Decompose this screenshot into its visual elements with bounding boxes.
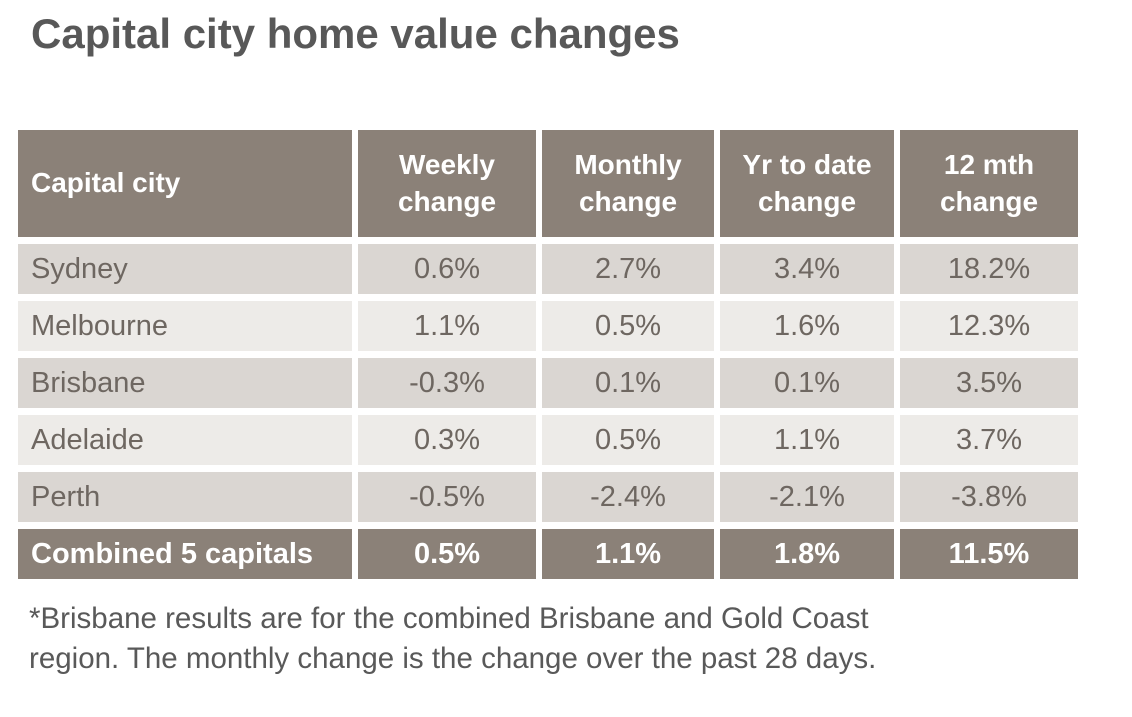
header-cell-weekly-change: Weekly change xyxy=(358,130,536,237)
cell-monthly: 2.7% xyxy=(542,244,714,294)
footnote-line-2: region. The monthly change is the change… xyxy=(29,642,877,675)
footnote: *Brisbane results are for the combined B… xyxy=(29,599,876,679)
cell-weekly: 0.5% xyxy=(358,529,536,579)
cell-weekly: -0.5% xyxy=(358,472,536,522)
cell-ytd: -2.1% xyxy=(720,472,894,522)
cell-city: Combined 5 capitals xyxy=(18,529,352,579)
cell-ytd: 1.1% xyxy=(720,415,894,465)
cell-12mth: 3.5% xyxy=(900,358,1078,408)
cell-monthly: 1.1% xyxy=(542,529,714,579)
cell-12mth: -3.8% xyxy=(900,472,1078,522)
header-cell-12mth-change: 12 mth change xyxy=(900,130,1078,237)
cell-weekly: 0.6% xyxy=(358,244,536,294)
cell-12mth: 3.7% xyxy=(900,415,1078,465)
cell-12mth: 18.2% xyxy=(900,244,1078,294)
cell-city: Brisbane xyxy=(18,358,352,408)
cell-ytd: 1.6% xyxy=(720,301,894,351)
header-cell-monthly-change: Monthly change xyxy=(542,130,714,237)
cell-weekly: -0.3% xyxy=(358,358,536,408)
cell-city: Adelaide xyxy=(18,415,352,465)
cell-12mth: 12.3% xyxy=(900,301,1078,351)
cell-weekly: 1.1% xyxy=(358,301,536,351)
cell-monthly: 0.5% xyxy=(542,301,714,351)
cell-monthly: -2.4% xyxy=(542,472,714,522)
cell-ytd: 3.4% xyxy=(720,244,894,294)
cell-ytd: 1.8% xyxy=(720,529,894,579)
cell-ytd: 0.1% xyxy=(720,358,894,408)
cell-monthly: 0.5% xyxy=(542,415,714,465)
page-title: Capital city home value changes xyxy=(31,10,680,57)
cell-weekly: 0.3% xyxy=(358,415,536,465)
cell-city: Sydney xyxy=(18,244,352,294)
cell-city: Melbourne xyxy=(18,301,352,351)
header-cell-ytd-change: Yr to date change xyxy=(720,130,894,237)
header-cell-capital-city: Capital city xyxy=(18,130,352,237)
cell-monthly: 0.1% xyxy=(542,358,714,408)
home-values-table: Capital city Weekly change Monthly chang… xyxy=(18,130,1078,579)
cell-city: Perth xyxy=(18,472,352,522)
cell-12mth: 11.5% xyxy=(900,529,1078,579)
footnote-line-1: *Brisbane results are for the combined B… xyxy=(29,602,869,635)
